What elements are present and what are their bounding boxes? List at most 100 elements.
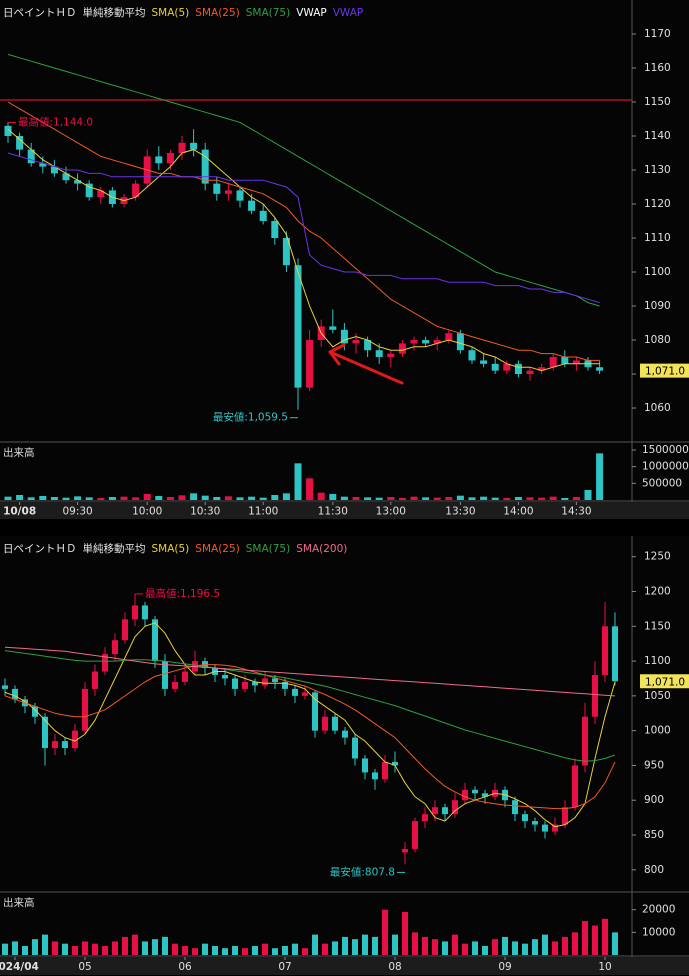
volume-bar bbox=[178, 495, 186, 500]
volume-tick-label: 10000 bbox=[642, 926, 675, 938]
x-tick-label: 2024/04 bbox=[0, 961, 39, 973]
sma-line bbox=[4, 650, 616, 762]
volume-bar bbox=[162, 936, 168, 955]
volume-bar bbox=[259, 497, 267, 500]
legend-item: SMA(5) bbox=[152, 543, 190, 555]
candle-body bbox=[532, 821, 538, 825]
candle-body bbox=[352, 340, 360, 344]
volume-bar bbox=[322, 943, 328, 955]
volume-bar bbox=[302, 948, 308, 955]
volume-bar bbox=[42, 934, 48, 955]
candle-body bbox=[201, 149, 209, 184]
candle-body bbox=[190, 142, 198, 150]
x-tick-label: 13:30 bbox=[445, 506, 475, 518]
volume-bar bbox=[132, 497, 140, 500]
volume-bar bbox=[166, 497, 174, 500]
x-tick-label: 05 bbox=[78, 961, 91, 973]
volume-bar bbox=[503, 498, 511, 500]
x-tick-label: 10:00 bbox=[132, 506, 162, 518]
candle-body bbox=[392, 761, 398, 766]
x-tick-label: 14:00 bbox=[503, 506, 533, 518]
volume-bar bbox=[317, 492, 325, 500]
candle-body bbox=[12, 688, 18, 700]
volume-bar bbox=[526, 497, 534, 500]
volume-bar bbox=[542, 934, 548, 955]
candle-body bbox=[372, 772, 378, 780]
legend-item: SMA(25) bbox=[195, 7, 239, 19]
candle-body bbox=[452, 800, 458, 815]
volume-bar bbox=[592, 925, 598, 955]
last-price-badge bbox=[640, 363, 689, 378]
y-tick-label: 800 bbox=[644, 864, 664, 876]
candle-body bbox=[32, 706, 38, 717]
candle-body bbox=[312, 692, 318, 731]
volume-bar bbox=[22, 945, 28, 955]
legend-item: VWAP bbox=[296, 7, 327, 19]
y-tick-label: 1110 bbox=[644, 232, 671, 244]
legend-item: 単純移動平均 bbox=[83, 6, 146, 19]
candle-body bbox=[282, 238, 290, 266]
volume-bar bbox=[306, 478, 314, 500]
volume-bar bbox=[102, 945, 108, 955]
chart-panel bbox=[0, 0, 689, 519]
volume-bar bbox=[480, 496, 488, 500]
candle-body bbox=[332, 716, 338, 731]
volume-bar bbox=[72, 945, 78, 955]
volume-bar bbox=[562, 936, 568, 955]
candle-body bbox=[27, 149, 35, 164]
volume-bar bbox=[4, 496, 12, 500]
volume-bar bbox=[27, 497, 35, 500]
candle-body bbox=[342, 730, 348, 738]
candle-body bbox=[433, 340, 441, 344]
chart-panel bbox=[0, 536, 689, 975]
volume-bar bbox=[329, 494, 337, 500]
candle-body bbox=[442, 807, 448, 815]
x-tick-label: 10 bbox=[598, 961, 611, 973]
x-tick-label: 07 bbox=[278, 961, 291, 973]
candle-body bbox=[262, 678, 268, 686]
volume-bar bbox=[412, 932, 418, 955]
candle-body bbox=[97, 190, 105, 198]
legend-item: 日ペイントＨＤ bbox=[3, 543, 77, 555]
volume-bar bbox=[82, 941, 88, 955]
volume-bar bbox=[398, 498, 406, 500]
candle-body bbox=[182, 671, 188, 682]
legend-item: 単純移動平均 bbox=[83, 542, 146, 555]
volume-bar bbox=[248, 496, 256, 500]
y-tick-label: 1090 bbox=[644, 300, 671, 312]
volume-bar bbox=[402, 911, 408, 955]
low-annotation: 最安値:807.8 bbox=[330, 865, 395, 878]
legend-item: SMA(75) bbox=[246, 543, 290, 555]
volume-bar bbox=[132, 934, 138, 955]
candle-body bbox=[322, 716, 328, 731]
volume-bar bbox=[236, 497, 244, 500]
candle-body bbox=[16, 136, 24, 150]
candle-body bbox=[282, 681, 288, 689]
volume-bar bbox=[74, 496, 82, 500]
y-tick-label: 900 bbox=[644, 794, 664, 806]
y-tick-label: 1250 bbox=[644, 551, 671, 563]
x-tick-label: 08 bbox=[388, 961, 401, 973]
candle-body bbox=[561, 357, 569, 364]
volume-bar bbox=[352, 939, 358, 955]
x-tick-label: 14:30 bbox=[561, 506, 591, 518]
candle-body bbox=[514, 363, 522, 375]
volume-bar bbox=[190, 493, 198, 500]
candle-body bbox=[340, 329, 348, 344]
candle-body bbox=[410, 340, 418, 344]
volume-label: 出来高 bbox=[3, 896, 35, 909]
volume-bar bbox=[602, 918, 608, 955]
candle-body bbox=[572, 765, 578, 808]
volume-bar bbox=[92, 943, 98, 955]
y-tick-label: 1100 bbox=[644, 655, 671, 667]
volume-tick-label: 1000000 bbox=[642, 461, 689, 473]
x-tick-label: 09:30 bbox=[62, 506, 92, 518]
volume-bar bbox=[292, 943, 298, 955]
y-tick-label: 1050 bbox=[644, 690, 671, 702]
candle-body bbox=[503, 363, 511, 371]
candle-body bbox=[512, 800, 518, 815]
volume-bar bbox=[456, 495, 464, 500]
volume-bar bbox=[282, 493, 290, 500]
volume-bar bbox=[362, 934, 368, 955]
y-tick-label: 1160 bbox=[644, 62, 671, 74]
